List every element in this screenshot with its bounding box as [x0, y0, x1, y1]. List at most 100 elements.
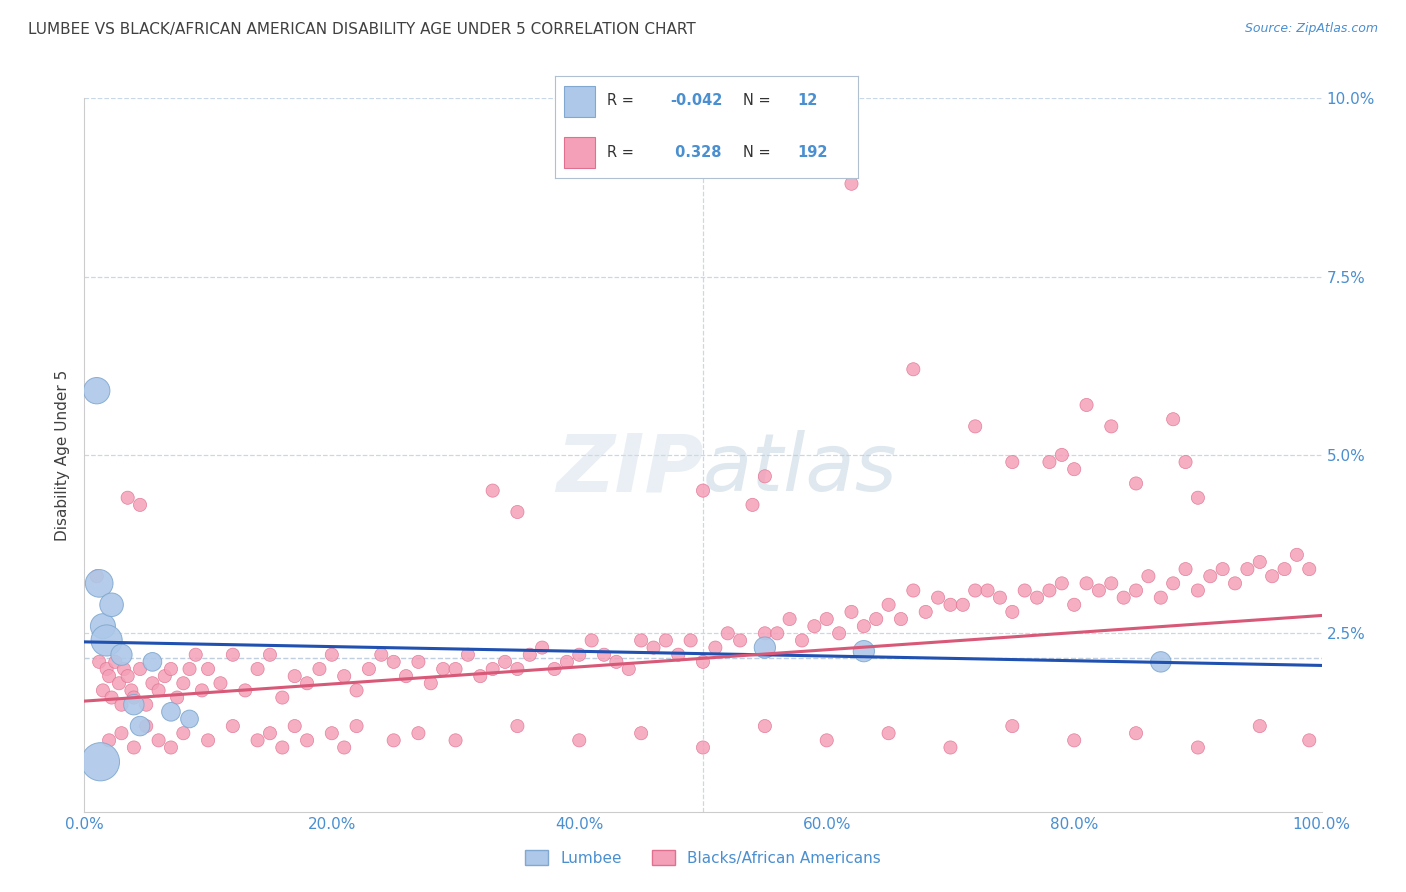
Point: [295, 733, 318, 747]
Point: [382, 655, 405, 669]
Point: [481, 662, 503, 676]
Point: [519, 648, 541, 662]
Point: [408, 726, 430, 740]
Point: [333, 740, 356, 755]
Point: [766, 626, 789, 640]
Point: [259, 648, 281, 662]
Point: [184, 648, 207, 662]
Text: Source: ZipAtlas.com: Source: ZipAtlas.com: [1244, 22, 1378, 36]
Point: [1212, 562, 1234, 576]
Point: [1150, 591, 1173, 605]
Point: [179, 662, 201, 676]
Point: [104, 655, 127, 669]
Point: [100, 690, 122, 705]
Point: [1050, 576, 1073, 591]
Point: [666, 648, 689, 662]
Point: [506, 662, 529, 676]
Point: [1274, 562, 1296, 576]
Point: [100, 598, 122, 612]
Point: [98, 669, 121, 683]
Point: [179, 712, 201, 726]
Point: [222, 648, 245, 662]
Text: N =: N =: [742, 94, 770, 109]
Point: [91, 619, 114, 633]
Point: [568, 648, 591, 662]
Bar: [564, 87, 595, 117]
Point: [852, 644, 875, 658]
Point: [754, 719, 776, 733]
Text: N =: N =: [742, 145, 770, 160]
Point: [1063, 733, 1085, 747]
Point: [197, 733, 219, 747]
Point: [976, 583, 998, 598]
Point: [965, 583, 987, 598]
Point: [1161, 412, 1184, 426]
Point: [1174, 562, 1197, 576]
Point: [160, 705, 183, 719]
Text: R =: R =: [607, 145, 634, 160]
Text: atlas: atlas: [703, 430, 898, 508]
Point: [643, 640, 665, 655]
Point: [1125, 476, 1147, 491]
Text: ZIP: ZIP: [555, 430, 703, 508]
Point: [117, 491, 139, 505]
Point: [122, 698, 145, 712]
Point: [790, 633, 813, 648]
Point: [728, 633, 751, 648]
Point: [110, 648, 132, 662]
Point: [741, 498, 763, 512]
Point: [112, 662, 135, 676]
Point: [1261, 569, 1284, 583]
Point: [852, 619, 875, 633]
Point: [271, 690, 294, 705]
Point: [1001, 719, 1024, 733]
Point: [828, 626, 851, 640]
Point: [841, 605, 863, 619]
Point: [284, 719, 307, 733]
Point: [370, 648, 392, 662]
Point: [222, 719, 245, 733]
Point: [1088, 583, 1111, 598]
Point: [555, 655, 578, 669]
Point: [160, 740, 183, 755]
Point: [630, 633, 652, 648]
Point: [96, 662, 118, 676]
Point: [903, 583, 925, 598]
Point: [308, 662, 330, 676]
Point: [939, 598, 962, 612]
Point: [346, 719, 368, 733]
Point: [704, 640, 727, 655]
Point: [382, 733, 405, 747]
Point: [321, 726, 343, 740]
Point: [1187, 491, 1209, 505]
Point: [568, 733, 591, 747]
Point: [408, 655, 430, 669]
Point: [1125, 583, 1147, 598]
Point: [605, 655, 627, 669]
Point: [506, 505, 529, 519]
Point: [419, 676, 441, 690]
Point: [1298, 562, 1320, 576]
Point: [117, 669, 139, 683]
Point: [259, 726, 281, 740]
Point: [110, 698, 132, 712]
Point: [135, 698, 157, 712]
Point: [1249, 719, 1271, 733]
Point: [927, 591, 949, 605]
Point: [166, 690, 188, 705]
Y-axis label: Disability Age Under 5: Disability Age Under 5: [55, 369, 70, 541]
Text: 192: 192: [797, 145, 828, 160]
Point: [295, 676, 318, 690]
Point: [1001, 455, 1024, 469]
Point: [890, 612, 912, 626]
Point: [1298, 733, 1320, 747]
Point: [1014, 583, 1036, 598]
Point: [86, 384, 108, 398]
Point: [271, 740, 294, 755]
Point: [877, 726, 900, 740]
Point: [1063, 462, 1085, 476]
Point: [191, 683, 214, 698]
Point: [96, 633, 118, 648]
Point: [432, 662, 454, 676]
Point: [1026, 591, 1049, 605]
